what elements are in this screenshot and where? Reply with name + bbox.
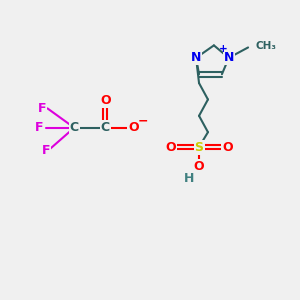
Text: O: O	[128, 121, 139, 134]
Text: S: S	[194, 140, 203, 154]
Text: O: O	[166, 140, 176, 154]
Text: CH₃: CH₃	[256, 41, 277, 51]
Text: O: O	[194, 160, 204, 173]
Text: F: F	[42, 144, 50, 158]
Text: C: C	[101, 121, 110, 134]
Text: F: F	[35, 121, 44, 134]
Text: H: H	[184, 172, 194, 185]
Text: N: N	[191, 51, 201, 64]
Text: F: F	[38, 102, 46, 115]
Text: −: −	[137, 115, 148, 128]
Text: +: +	[219, 44, 228, 54]
Text: O: O	[222, 140, 232, 154]
Text: O: O	[100, 94, 111, 107]
Text: N: N	[224, 51, 234, 64]
Text: C: C	[70, 121, 79, 134]
